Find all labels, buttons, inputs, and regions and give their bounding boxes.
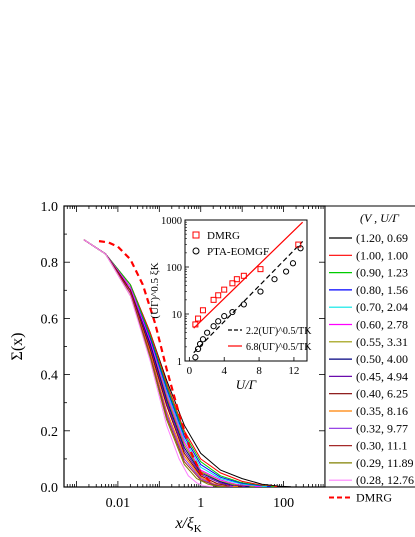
series-line-14 xyxy=(83,239,214,487)
inset-pta-marker xyxy=(221,313,228,320)
inset-pta-marker xyxy=(257,288,264,295)
x-axis-label-base: x/ξ xyxy=(174,515,194,532)
main-chart: 0.01 1 1000.00.20.40.60.81.0Σ(x)x/ξK xyxy=(9,200,326,535)
x-axis-label-sub: K xyxy=(194,523,202,535)
inset-dmrg-marker xyxy=(229,280,236,287)
inset-dmrg-marker xyxy=(221,286,228,293)
inset-legend-dmrg-label: DMRG xyxy=(207,230,240,242)
inset-pta-marker xyxy=(194,345,202,353)
legend-label-5: (0.60, 2.78 xyxy=(356,318,408,332)
inset-fit-line-1 xyxy=(193,221,304,329)
inset-plot-frame xyxy=(184,219,308,362)
y-tick-label: 0.2 xyxy=(41,425,59,440)
series-line-5 xyxy=(83,239,262,487)
inset-pta-marker xyxy=(289,260,297,267)
y-axis-label: Σ(x) xyxy=(9,333,26,361)
inset-fit-line-0 xyxy=(193,241,304,354)
legend-label-2: (0.90, 1.23 xyxy=(356,266,408,280)
legend: (V , U/Γ (1.20, 0.69 (1.00, 1.00 (0.90, 1.2… xyxy=(324,205,415,505)
legend-box xyxy=(324,205,415,488)
legend-label-3: (0.80, 1.56 xyxy=(356,283,408,297)
main-series-group xyxy=(83,239,291,487)
legend-label-12: (0.30, 11.1 xyxy=(356,439,408,453)
inset-fit-legend-label-0: 2.2(UΓ)^0.5/TK xyxy=(246,326,312,337)
inset-pta-marker xyxy=(196,340,204,348)
inset-pta-marker xyxy=(215,318,222,325)
legend-label-9: (0.40, 6.25 xyxy=(356,387,408,401)
inset-x-axis-label: U/Γ xyxy=(236,377,257,392)
inset-dmrg-marker xyxy=(210,296,217,303)
legend-label-14: (0.28, 12.76 xyxy=(356,473,414,487)
inset-pta-marker xyxy=(240,301,247,308)
inset-x-tick-label: 0 xyxy=(187,365,193,377)
inset-pta-marker xyxy=(271,276,278,283)
inset-dmrg-marker xyxy=(192,321,199,328)
inset-y-tick-label: 100 xyxy=(166,263,182,274)
x-axis-label: x/ξK xyxy=(174,515,201,535)
inset-pta-marker xyxy=(204,329,211,336)
inset-pta-marker xyxy=(192,354,199,361)
inset-pta-marker xyxy=(210,323,217,330)
series-line-9 xyxy=(83,239,243,487)
inset-legend-pta-label: PTA-EOMGF xyxy=(207,246,269,258)
inset-y-tick-label: 1 xyxy=(177,357,182,368)
legend-label-0: (1.20, 0.69 xyxy=(356,231,408,245)
x-tick-label: 0.01 xyxy=(106,496,131,511)
inset-pta-marker xyxy=(297,245,304,252)
inset-pta-marker xyxy=(282,268,290,275)
legend-label-11: (0.32, 9.77 xyxy=(356,421,408,435)
inset-dmrg-marker xyxy=(215,292,222,299)
legend-label-1: (1.00, 1.00 xyxy=(356,248,408,262)
series-line-12 xyxy=(83,239,230,487)
legend-label-15: DMRG xyxy=(356,491,392,505)
inset-chart: 0 4 8 12 1 10 100 1000 U/Γ (UΓ)^0.5 ξK DMRG PTA-EOM… xyxy=(149,216,312,392)
legend-label-7: (0.50, 4.00 xyxy=(356,352,408,366)
legend-header: (V , U/Γ xyxy=(360,211,400,225)
inset-dmrg-marker xyxy=(257,266,264,273)
inset-y-tick-label: 1000 xyxy=(161,216,182,227)
inset-pta-marker xyxy=(199,336,207,343)
inset-x-tick-label: 8 xyxy=(256,365,262,377)
inset-legend-pta-marker xyxy=(192,247,200,255)
inset-y-axis-label: (UΓ)^0.5 ξK xyxy=(149,262,161,318)
inset-x-tick-label: 4 xyxy=(221,365,227,377)
inset-x-tick-label: 12 xyxy=(288,365,299,377)
y-tick-label: 0.6 xyxy=(41,312,59,327)
y-tick-label: 1.0 xyxy=(41,200,59,215)
y-tick-label: 0.0 xyxy=(41,481,59,496)
inset-legend-dmrg-marker xyxy=(192,231,200,239)
legend-label-4: (0.70, 2.04 xyxy=(356,300,408,314)
legend-label-13: (0.29, 11.89 xyxy=(356,456,414,470)
inset-dmrg-marker xyxy=(233,276,240,283)
x-tick-label: 100 xyxy=(273,496,294,511)
y-tick-label: 0.8 xyxy=(41,256,59,271)
y-tick-label: 0.4 xyxy=(41,369,59,384)
legend-label-8: (0.45, 4.94 xyxy=(356,369,408,383)
inset-dmrg-marker xyxy=(240,272,247,279)
inset-pta-marker xyxy=(229,308,236,316)
x-tick-label: 1 xyxy=(197,496,204,511)
legend-label-6: (0.55, 3.31 xyxy=(356,335,408,349)
legend-label-10: (0.35, 8.16 xyxy=(356,404,408,418)
inset-dmrg-marker xyxy=(199,307,206,314)
inset-y-tick-label: 10 xyxy=(172,310,183,321)
inset-dmrg-marker xyxy=(195,315,202,322)
inset-fit-legend-label-1: 6.8(UΓ)^0.5/TK xyxy=(246,342,312,353)
